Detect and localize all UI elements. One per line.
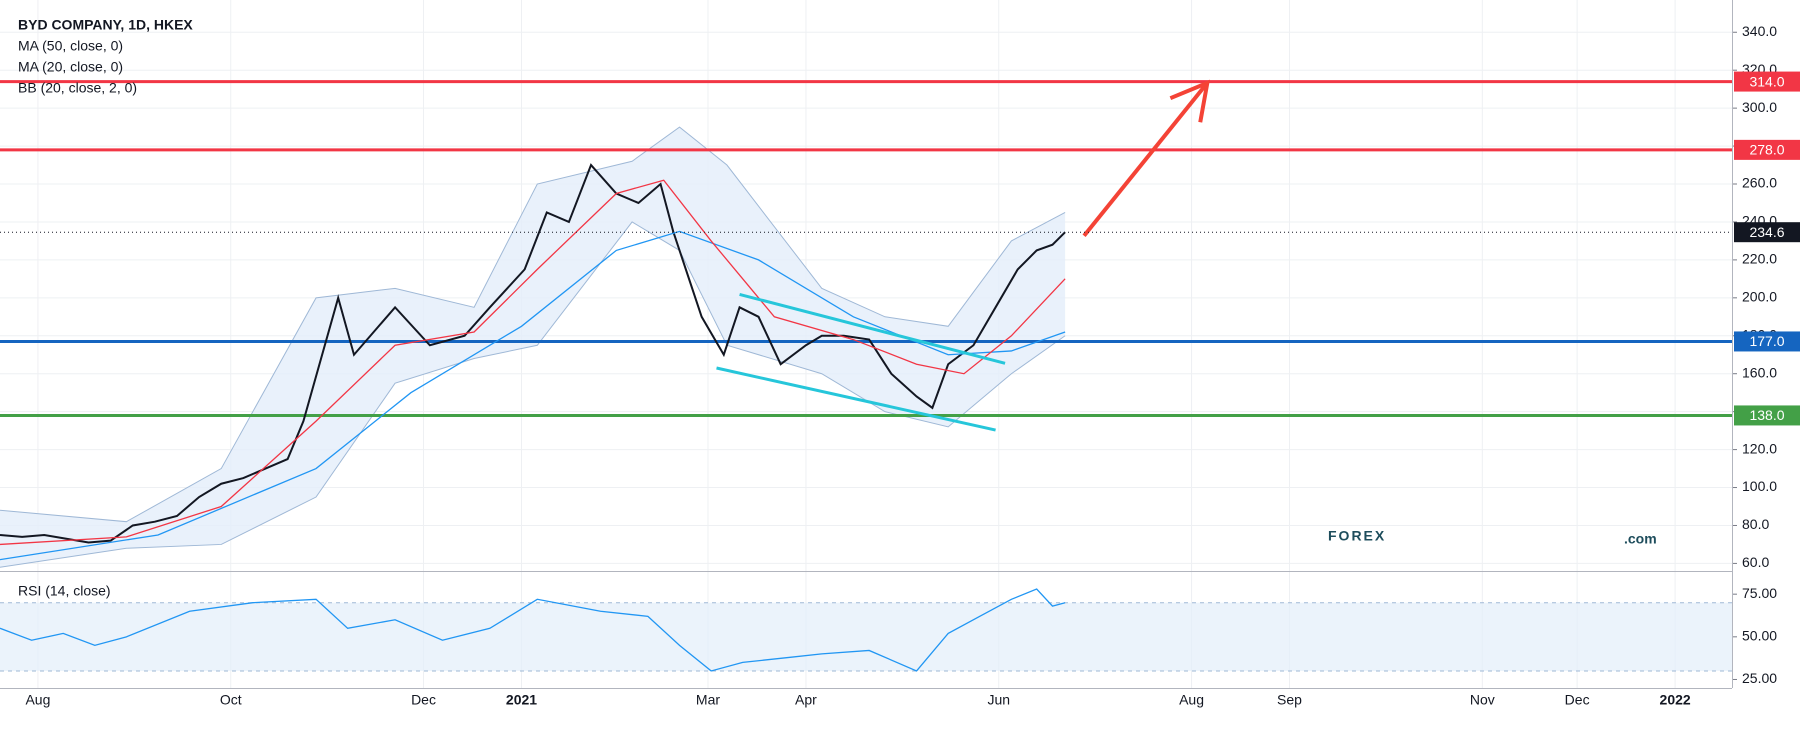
chart-title: BYD COMPANY, 1D, HKEX <box>18 17 193 33</box>
arrow-shaft <box>1082 81 1209 238</box>
bb-fill <box>0 127 1066 568</box>
x-tick-label: Aug <box>25 692 50 708</box>
y-tick-label: 340.0 <box>1742 23 1777 39</box>
y-tick-label: 300.0 <box>1742 99 1777 115</box>
level-label-bg <box>1734 71 1800 92</box>
bb-upper <box>0 126 1066 523</box>
series-line <box>0 230 1066 561</box>
last-price-bg <box>1734 222 1800 243</box>
legend-entry: MA (20, close, 0) <box>18 59 123 75</box>
y-tick-label: 50.00 <box>1742 628 1777 644</box>
legend-entry: BB (20, close, 2, 0) <box>18 80 137 96</box>
series-line <box>0 588 1066 672</box>
last-price-label: 234.6 <box>1749 224 1784 240</box>
x-tick-label: 2021 <box>506 692 537 708</box>
logo-suffix: .com <box>1624 531 1657 547</box>
logo: FOREX <box>1328 528 1386 544</box>
y-tick-label: 200.0 <box>1742 289 1777 305</box>
level-label-bg <box>1734 405 1800 426</box>
y-tick-label: 160.0 <box>1742 364 1777 380</box>
series-line <box>0 163 1066 544</box>
level-label: 138.0 <box>1749 407 1784 423</box>
level-label: 278.0 <box>1749 142 1784 158</box>
x-tick-label: Mar <box>696 692 720 708</box>
y-tick-label: 220.0 <box>1742 251 1777 267</box>
x-tick-label: 2022 <box>1660 692 1691 708</box>
rsi-band <box>0 602 1732 671</box>
bb-lower <box>0 221 1066 568</box>
trendline <box>739 292 1006 365</box>
y-tick-label: 260.0 <box>1742 175 1777 191</box>
x-tick-label: Aug <box>1179 692 1204 708</box>
y-tick-label: 75.00 <box>1742 585 1777 601</box>
arrow-head <box>1169 79 1210 123</box>
x-tick-label: Jun <box>987 692 1010 708</box>
y-tick-label: 120.0 <box>1742 440 1777 456</box>
level-label: 314.0 <box>1749 73 1784 89</box>
y-tick-label: 100.0 <box>1742 478 1777 494</box>
legend-entry: MA (50, close, 0) <box>18 38 123 54</box>
rsi-title: RSI (14, close) <box>18 583 111 599</box>
level-label-bg <box>1734 139 1800 160</box>
y-tick-label: 80.0 <box>1742 516 1769 532</box>
trendline <box>716 366 996 432</box>
x-tick-label: Sep <box>1277 692 1302 708</box>
x-tick-label: Dec <box>411 692 436 708</box>
level-label-bg <box>1734 331 1800 352</box>
y-tick-label: 25.00 <box>1742 670 1777 686</box>
series-line <box>0 179 1066 546</box>
y-tick-label: 60.0 <box>1742 554 1769 570</box>
level-label: 177.0 <box>1749 333 1784 349</box>
x-tick-label: Oct <box>220 692 242 708</box>
x-tick-label: Nov <box>1470 692 1495 708</box>
x-tick-label: Dec <box>1565 692 1590 708</box>
x-tick-label: Apr <box>795 692 817 708</box>
